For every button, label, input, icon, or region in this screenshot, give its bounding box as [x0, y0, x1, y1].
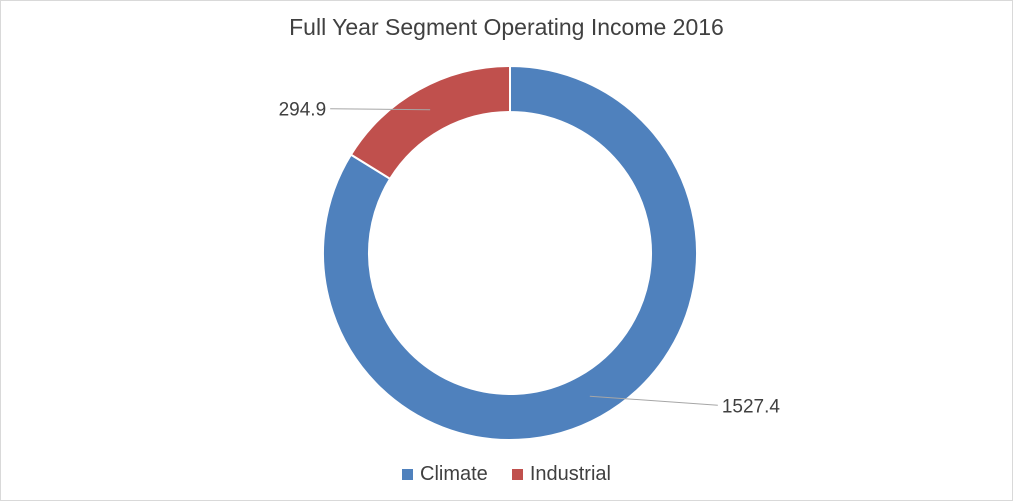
data-labels: 1527.4 294.9 [279, 100, 781, 418]
data-label-climate: 1527.4 [722, 396, 781, 417]
leader-lines [330, 108, 718, 406]
legend-swatch-climate [402, 469, 414, 480]
legend: Climate Industrial [1, 463, 1012, 486]
leader-line-industrial [330, 108, 431, 111]
legend-item-climate: Climate [402, 463, 488, 486]
legend-swatch-industrial [511, 469, 523, 480]
data-label-industrial: 294.9 [279, 100, 327, 121]
leader-line-climate [589, 395, 718, 406]
chart-title: Full Year Segment Operating Income 2016 [289, 14, 724, 40]
legend-item-industrial: Industrial [511, 463, 611, 486]
legend-label-industrial: Industrial [529, 463, 611, 485]
legend-label-climate: Climate [420, 463, 488, 485]
donut-slice-climate [322, 64, 698, 441]
donut-slices [322, 64, 698, 441]
donut-slice-industrial [349, 64, 511, 181]
